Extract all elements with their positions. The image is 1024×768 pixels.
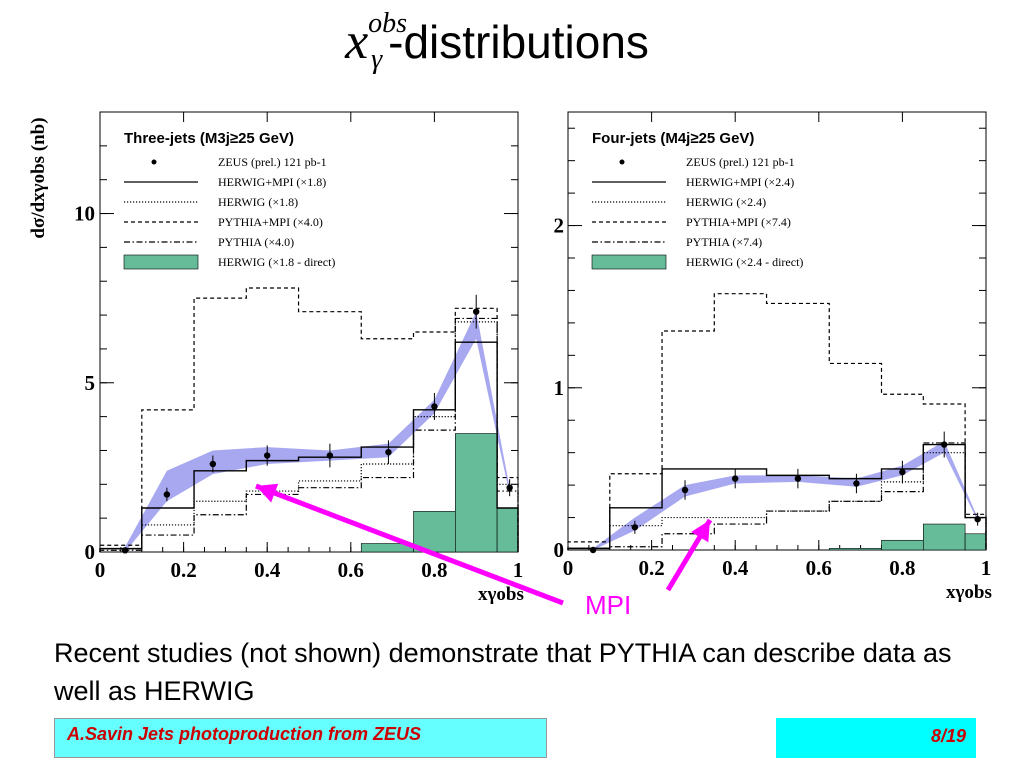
- chart1-direct-bar: [413, 511, 456, 553]
- chart1-legend-label: HERWIG+MPI (×1.8): [218, 175, 326, 189]
- chart1-legend-label: HERWIG (×1.8 - direct): [218, 255, 335, 269]
- chart2-direct-bar: [922, 523, 966, 551]
- title-subscript: γ: [371, 44, 383, 75]
- chart1-x-tick-label: 0.2: [170, 558, 196, 582]
- slide-note: Recent studies (not shown) demonstrate t…: [54, 638, 952, 706]
- chart2-x-tick-label: 0: [563, 556, 574, 580]
- chart2-direct-bar: [828, 548, 882, 551]
- chart1-x-tick-label: 0: [95, 558, 106, 582]
- chart1-direct-bar: [496, 507, 519, 553]
- chart2-data-point: [794, 475, 802, 482]
- chart1-legend-box: [123, 254, 199, 270]
- chart2-data-point: [941, 441, 948, 448]
- chart2-direct-bar: [964, 533, 987, 551]
- chart1-data-point: [121, 547, 129, 554]
- chart2-legend-marker: [619, 159, 625, 165]
- chart2-data-point: [899, 468, 906, 476]
- chart2-legend-box: [591, 254, 667, 270]
- footer-right-box: 8/19: [776, 718, 976, 758]
- chart1-y-tick-label: 5: [85, 371, 96, 395]
- chart2-x-tick-label: 0.4: [722, 556, 749, 580]
- chart1-y-axis-label: dσ/dxγobs (nb): [28, 117, 49, 238]
- chart1-data-point: [473, 308, 480, 315]
- chart2-legend-label: HERWIG (×2.4): [686, 195, 766, 209]
- chart1-y-tick-label: 10: [74, 202, 95, 226]
- chart1-legend-label: PYTHIA (×4.0): [218, 235, 294, 249]
- chart1-data-point: [385, 448, 392, 456]
- chart2-x-tick-label: 0.6: [806, 556, 832, 580]
- chart2-data-point: [974, 515, 981, 523]
- chart2-legend-label: HERWIG+MPI (×2.4): [686, 175, 794, 189]
- mpi-arrow-right-head: [691, 520, 710, 543]
- chart1-data-point: [326, 452, 334, 459]
- chart1-x-tick-label: 1: [513, 558, 524, 582]
- chart2-x-tick-label: 1: [981, 556, 992, 580]
- chart1-data-point: [209, 460, 217, 468]
- chart2-data-point: [853, 480, 860, 487]
- chart2-hist-dashed: [567, 293, 987, 550]
- chart1-x-axis-label: xγobs: [478, 584, 524, 605]
- title-x-symbol: x: [345, 13, 369, 70]
- slide-title: xobs γ -distributions: [0, 8, 1024, 75]
- chart1-hist-dashdot: [99, 317, 519, 552]
- chart1-panel-title: Three-jets (M3j≥25 GeV): [124, 130, 294, 147]
- chart1-legend-label: HERWIG (×1.8): [218, 195, 298, 209]
- chart1-x-tick-label: 0.4: [254, 558, 281, 582]
- chart2-legend-label: PYTHIA+MPI (×7.4): [686, 215, 791, 229]
- footer-left-box: A.Savin Jets photoproduction from ZEUS: [54, 718, 547, 758]
- chart1-uncertainty-band: [125, 311, 510, 552]
- chart2-legend-label: ZEUS (prel.) 121 pb-1: [686, 155, 795, 169]
- chart1-x-tick-label: 0.6: [338, 558, 364, 582]
- footer-left-text: A.Savin Jets photoproduction from ZEUS: [67, 724, 422, 744]
- title-word: -distributions: [388, 16, 649, 68]
- chart2-y-tick-label: 1: [554, 376, 565, 400]
- chart2-panel-title: Four-jets (M4j≥25 GeV): [592, 130, 754, 147]
- chart2-x-tick-label: 0.2: [638, 556, 664, 580]
- chart1-legend-marker: [151, 159, 157, 165]
- chart1-y-tick-label: 0: [85, 540, 96, 564]
- chart1-data-point: [163, 491, 171, 498]
- chart2-y-tick-label: 0: [554, 538, 565, 562]
- chart2-data-point: [589, 546, 597, 554]
- chart1-legend-label: ZEUS (prel.) 121 pb-1: [218, 155, 327, 169]
- chart2-x-tick-label: 0.8: [889, 556, 915, 580]
- chart2-x-axis-label: xγobs: [946, 582, 992, 603]
- chart2-data-point: [732, 475, 739, 482]
- chart1-hist-dashed: [99, 287, 519, 552]
- chart2-data-point: [631, 524, 639, 531]
- title-superscript: obs: [368, 8, 408, 39]
- chart2-legend-label: PYTHIA (×7.4): [686, 235, 762, 249]
- chart2-y-tick-label: 2: [554, 214, 565, 238]
- chart1-legend-label: PYTHIA+MPI (×4.0): [218, 215, 323, 229]
- chart1-data-point: [264, 452, 271, 459]
- mpi-arrow-left: [255, 483, 564, 606]
- chart2-hist-dashdot: [567, 442, 987, 550]
- chart1-data-point: [431, 403, 438, 410]
- chart2-data-point: [681, 486, 689, 494]
- mpi-label: MPI: [585, 590, 632, 620]
- chart1-direct-bar: [454, 433, 498, 553]
- mpi-arrow-left-head: [256, 483, 279, 503]
- chart1-data-point: [506, 484, 513, 491]
- chart2-legend-label: HERWIG (×2.4 - direct): [686, 255, 803, 269]
- chart1-hist-dotted: [99, 321, 519, 552]
- chart1-x-tick-label: 0.8: [421, 558, 447, 582]
- chart2-uncertainty-band: [593, 441, 978, 550]
- chart2-direct-bar: [881, 539, 924, 551]
- page-number: 8/19: [930, 726, 966, 746]
